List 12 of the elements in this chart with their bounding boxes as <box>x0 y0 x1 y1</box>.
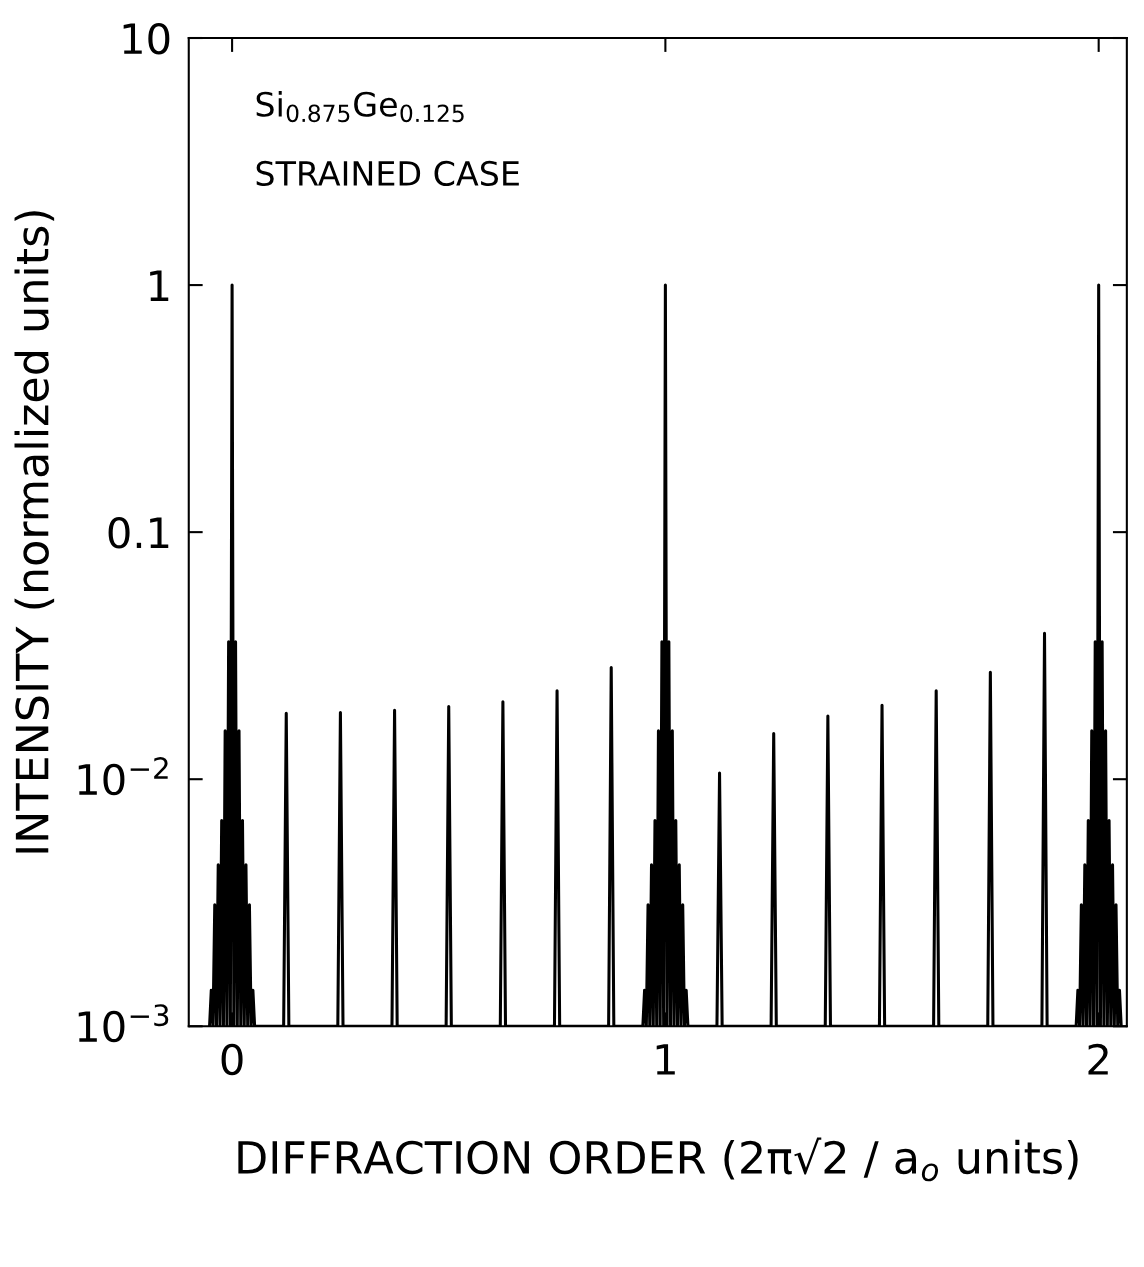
x-tick-label: 2 <box>1088 1043 1108 1075</box>
y-tick-label: 10$^{−2}$ <box>78 757 168 796</box>
annotation: Si$_{0.875}$Ge$_{0.125}$ <box>256 91 464 123</box>
x-tick-label: 0 <box>221 1043 243 1076</box>
y-axis-title: INTENSITY (normalized units) <box>14 211 55 853</box>
x-axis-title: DIFFRACTION ORDER (2π√2 / a$_{o}$ units) <box>238 1137 1078 1182</box>
annotation: STRAINED CASE <box>256 160 519 187</box>
y-tick-label: 0.1 <box>108 517 169 549</box>
y-tick-label: 10 <box>123 22 170 55</box>
y-tick-label: 1 <box>150 270 169 301</box>
y-tick-label: 10$^{−3}$ <box>78 1004 169 1043</box>
x-tick-label: 1 <box>656 1044 675 1075</box>
